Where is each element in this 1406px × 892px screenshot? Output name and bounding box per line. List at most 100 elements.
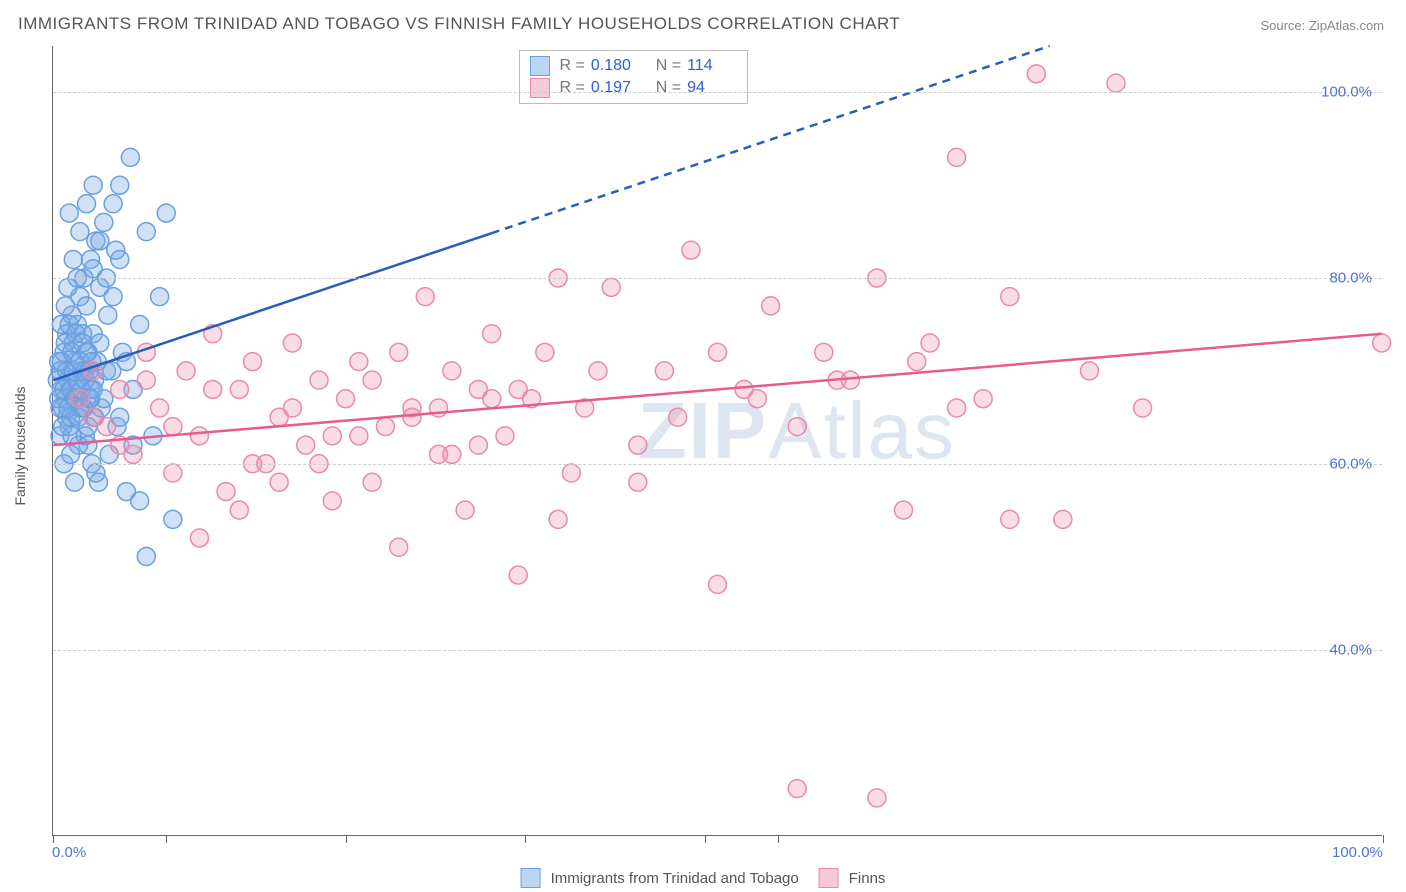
data-point-fi <box>350 427 368 445</box>
data-point-fi <box>390 343 408 361</box>
data-point-fi <box>443 445 461 463</box>
x-tick <box>525 835 526 843</box>
data-point-fi <box>469 436 487 454</box>
data-point-fi <box>190 427 208 445</box>
series-legend: Immigrants from Trinidad and TobagoFinns <box>521 868 886 888</box>
x-tick <box>166 835 167 843</box>
data-point-fi <box>151 399 169 417</box>
data-point-tt <box>151 288 169 306</box>
data-point-fi <box>164 464 182 482</box>
data-point-tt <box>64 251 82 269</box>
data-point-fi <box>655 362 673 380</box>
source-credit: Source: ZipAtlas.com <box>1260 18 1384 33</box>
data-point-tt <box>56 297 74 315</box>
data-point-tt <box>131 315 149 333</box>
data-point-fi <box>1107 74 1125 92</box>
data-point-fi <box>443 362 461 380</box>
chart-title: IMMIGRANTS FROM TRINIDAD AND TOBAGO VS F… <box>18 14 900 34</box>
legend-row-fi: R = 0.197 N = 94 <box>530 77 738 99</box>
data-point-tt <box>131 492 149 510</box>
data-point-tt <box>78 195 96 213</box>
data-point-fi <box>297 436 315 454</box>
data-point-tt <box>104 288 122 306</box>
data-point-fi <box>536 343 554 361</box>
data-point-tt <box>157 204 175 222</box>
y-tick-label: 100.0% <box>1321 84 1372 101</box>
legend-row-tt: R = 0.180 N = 114 <box>530 55 738 77</box>
data-point-fi <box>948 399 966 417</box>
data-point-fi <box>762 297 780 315</box>
data-point-fi <box>230 380 248 398</box>
data-point-fi <box>921 334 939 352</box>
data-point-fi <box>337 390 355 408</box>
swatch-fi <box>819 868 839 888</box>
y-tick-label: 80.0% <box>1329 270 1372 287</box>
x-tick <box>705 835 706 843</box>
data-point-tt <box>137 548 155 566</box>
x-tick <box>346 835 347 843</box>
gridline <box>53 278 1382 279</box>
swatch-fi <box>530 78 550 98</box>
data-point-tt <box>87 464 105 482</box>
data-point-fi <box>71 390 89 408</box>
data-point-fi <box>589 362 607 380</box>
data-point-fi <box>230 501 248 519</box>
data-point-tt <box>71 223 89 241</box>
data-point-fi <box>948 148 966 166</box>
correlation-legend: R = 0.180 N = 114R = 0.197 N = 94 <box>519 50 749 104</box>
data-point-fi <box>483 390 501 408</box>
data-point-fi <box>562 464 580 482</box>
data-point-fi <box>323 427 341 445</box>
data-point-tt <box>78 297 96 315</box>
data-point-fi <box>509 566 527 584</box>
data-point-fi <box>1001 288 1019 306</box>
data-point-fi <box>1080 362 1098 380</box>
data-point-fi <box>217 483 235 501</box>
data-point-fi <box>283 399 301 417</box>
data-point-fi <box>1054 510 1072 528</box>
data-point-tt <box>84 176 102 194</box>
data-point-fi <box>815 343 833 361</box>
data-point-fi <box>509 380 527 398</box>
data-point-fi <box>602 278 620 296</box>
data-point-tt <box>79 436 97 454</box>
data-point-fi <box>390 538 408 556</box>
legend-item-tt: Immigrants from Trinidad and Tobago <box>521 868 799 888</box>
data-point-fi <box>363 473 381 491</box>
data-point-fi <box>403 408 421 426</box>
data-point-fi <box>868 789 886 807</box>
data-point-fi <box>669 408 687 426</box>
data-point-tt <box>121 148 139 166</box>
data-point-fi <box>244 353 262 371</box>
data-point-tt <box>95 213 113 231</box>
data-point-fi <box>1134 399 1152 417</box>
y-tick-label: 40.0% <box>1329 642 1372 659</box>
data-point-fi <box>1027 65 1045 83</box>
data-point-fi <box>416 288 434 306</box>
data-point-fi <box>682 241 700 259</box>
data-point-fi <box>177 362 195 380</box>
data-point-tt <box>66 473 84 491</box>
data-point-fi <box>164 418 182 436</box>
x-tick <box>1383 835 1384 843</box>
x-tick-label: 0.0% <box>52 844 86 861</box>
y-tick-label: 60.0% <box>1329 456 1372 473</box>
swatch-tt <box>521 868 541 888</box>
data-point-fi <box>1001 510 1019 528</box>
x-tick <box>778 835 779 843</box>
data-point-fi <box>456 501 474 519</box>
data-point-tt <box>111 176 129 194</box>
data-point-fi <box>629 473 647 491</box>
data-point-fi <box>709 343 727 361</box>
data-point-fi <box>190 529 208 547</box>
data-point-fi <box>709 575 727 593</box>
data-point-fi <box>84 408 102 426</box>
data-point-tt <box>91 232 109 250</box>
data-point-fi <box>310 371 328 389</box>
data-point-fi <box>111 380 129 398</box>
swatch-tt <box>530 56 550 76</box>
plot-area: ZIPAtlas R = 0.180 N = 114R = 0.197 N = … <box>52 46 1382 836</box>
data-point-tt <box>164 510 182 528</box>
data-point-tt <box>104 195 122 213</box>
data-point-tt <box>111 251 129 269</box>
